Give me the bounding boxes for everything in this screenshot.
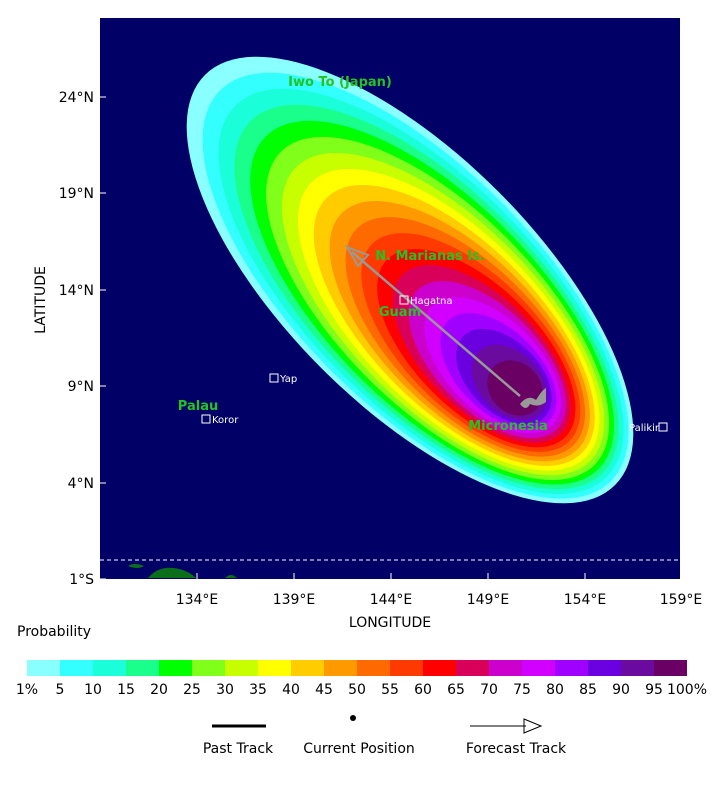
x-tick-label: 154°E bbox=[564, 592, 607, 608]
legend-label: 65 bbox=[447, 682, 465, 698]
legend-forecast-track bbox=[470, 718, 543, 734]
legend-swatch bbox=[489, 660, 522, 676]
legend-swatch bbox=[390, 660, 423, 676]
region-label: N. Marianas Is. bbox=[375, 249, 485, 264]
legend-label: 35 bbox=[249, 682, 267, 698]
legend-swatch bbox=[93, 660, 126, 676]
legend-label: 15 bbox=[117, 682, 135, 698]
legend-swatch bbox=[258, 660, 291, 676]
region-label: Palau bbox=[178, 399, 218, 414]
city-label: Hagatna bbox=[410, 296, 453, 307]
labels: 24°N 19°N 14°N 9°N 4°N 1°S 134°E 139°E 144°E 149°… bbox=[16, 75, 707, 757]
y-axis-label: LATITUDE bbox=[33, 266, 49, 334]
region-label: Iwo To (Japan) bbox=[288, 75, 392, 90]
y-tick-label: 1°S bbox=[69, 572, 94, 588]
legend-label: 1% bbox=[16, 682, 38, 698]
past-track bbox=[520, 388, 546, 408]
region-label: Micronesia bbox=[468, 419, 547, 434]
legend-swatch bbox=[555, 660, 588, 676]
legend-swatch bbox=[324, 660, 357, 676]
x-tick-label: 144°E bbox=[370, 592, 413, 608]
legend-swatch bbox=[126, 660, 159, 676]
y-tick-label: 4°N bbox=[68, 476, 94, 492]
city-marker bbox=[201, 414, 211, 424]
legend-swatch bbox=[192, 660, 225, 676]
legend-label: 45 bbox=[315, 682, 333, 698]
y-tick-label: 19°N bbox=[59, 186, 94, 202]
legend-label: 100% bbox=[667, 682, 707, 698]
city-marker bbox=[269, 373, 279, 383]
legend-track-label: Forecast Track bbox=[466, 741, 567, 757]
legend-swatch bbox=[27, 660, 60, 676]
city-label: Koror bbox=[212, 415, 239, 426]
region-label: Guam bbox=[379, 305, 421, 320]
legend-label: 80 bbox=[546, 682, 564, 698]
legend-swatch bbox=[423, 660, 456, 676]
legend-label: 5 bbox=[56, 682, 65, 698]
legend-swatch bbox=[357, 660, 390, 676]
legend-swatch bbox=[654, 660, 687, 676]
x-axis-label: LONGITUDE bbox=[349, 615, 431, 631]
legend-label: 95 bbox=[645, 682, 663, 698]
legend-label: 50 bbox=[348, 682, 366, 698]
legend-swatch bbox=[60, 660, 93, 676]
legend-label: 40 bbox=[282, 682, 300, 698]
city-label: Palikir bbox=[629, 423, 660, 434]
legend-title: Probability bbox=[17, 624, 91, 640]
legend-label: 85 bbox=[579, 682, 597, 698]
legend-label: 60 bbox=[414, 682, 432, 698]
x-tick-label: 149°E bbox=[467, 592, 510, 608]
y-tick-label: 24°N bbox=[59, 90, 94, 106]
legend-swatch bbox=[588, 660, 621, 676]
city-label: Yap bbox=[279, 374, 297, 385]
legend-swatch bbox=[522, 660, 555, 676]
forecast-track bbox=[351, 251, 521, 397]
legend-swatch bbox=[291, 660, 324, 676]
city-marker bbox=[399, 295, 409, 305]
city-marker bbox=[658, 422, 668, 432]
legend-swatch bbox=[225, 660, 258, 676]
legend-label: 30 bbox=[216, 682, 234, 698]
y-tick-label: 9°N bbox=[68, 379, 94, 395]
legend-label: 90 bbox=[612, 682, 630, 698]
legend-label: 20 bbox=[150, 682, 168, 698]
legend-track-label: Past Track bbox=[203, 741, 274, 757]
y-tick-label: 14°N bbox=[59, 283, 94, 299]
legend-current-position bbox=[350, 715, 356, 721]
x-tick-label: 139°E bbox=[273, 592, 316, 608]
legend-label: 10 bbox=[84, 682, 102, 698]
legend-label: 25 bbox=[183, 682, 201, 698]
forecast-arrow bbox=[344, 245, 370, 268]
legend-swatch bbox=[621, 660, 654, 676]
legend-track-label: Current Position bbox=[303, 741, 415, 757]
legend-label: 55 bbox=[381, 682, 399, 698]
x-tick-label: 159°E bbox=[660, 592, 703, 608]
legend-label: 70 bbox=[480, 682, 498, 698]
x-tick-label: 134°E bbox=[176, 592, 219, 608]
legend-swatch bbox=[159, 660, 192, 676]
land bbox=[128, 564, 237, 578]
legend-swatch bbox=[456, 660, 489, 676]
legend-label: 75 bbox=[513, 682, 531, 698]
